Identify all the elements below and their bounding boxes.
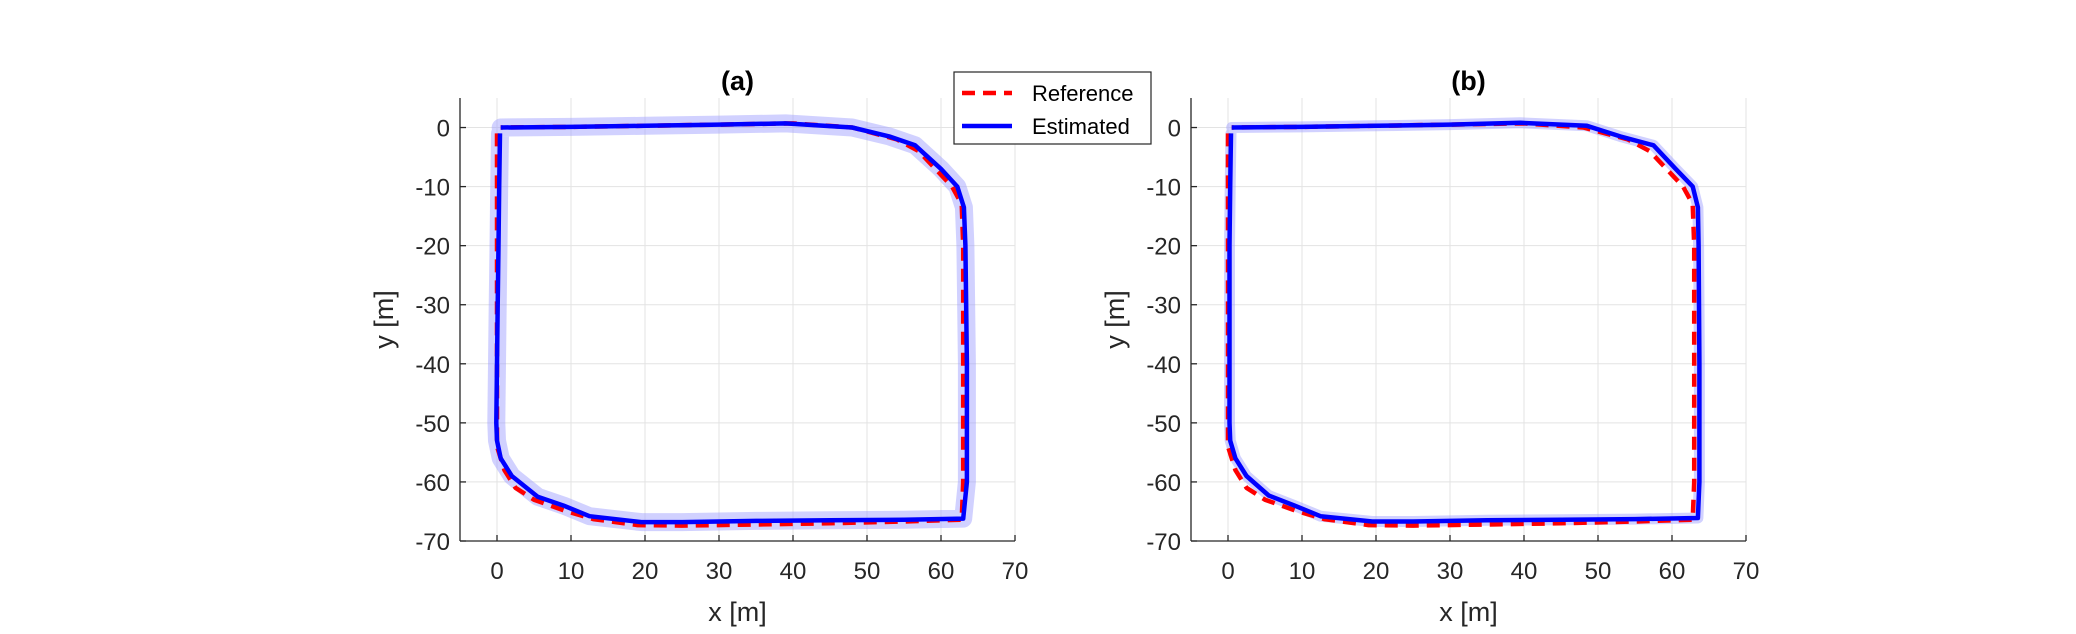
y-tick-label: -20 [415, 234, 450, 261]
x-tick-label: 50 [854, 558, 881, 585]
y-tick-label: -50 [415, 411, 450, 438]
x-tick-label: 30 [1437, 558, 1464, 585]
x-tick-label: 10 [1289, 558, 1316, 585]
y-tick-label: -60 [1146, 470, 1181, 497]
series-reference-b [1225, 121, 1697, 528]
y-tick-label: -10 [1146, 175, 1181, 202]
x-tick-label: 0 [490, 558, 503, 585]
x-tick-label: 30 [706, 558, 733, 585]
y-tick-label: 0 [437, 116, 450, 143]
y-axis-label-b: y [m] [1100, 290, 1130, 349]
y-axis-label-a: y [m] [369, 290, 399, 349]
x-tick-label: 20 [632, 558, 659, 585]
x-tick-label: 10 [558, 558, 585, 585]
y-tick-label: 0 [1168, 116, 1181, 143]
x-tick-label: 60 [928, 558, 955, 585]
y-tick-label: -30 [1146, 293, 1181, 320]
x-tick-label: 50 [1585, 558, 1612, 585]
series-estimated-b [1227, 120, 1702, 524]
panel-b: 0 10 20 30 40 50 60 70 0 -10 -20 -30 -40 -50 -60 -70 x [… [1100, 66, 1759, 627]
x-tick-label: 60 [1659, 558, 1686, 585]
legend-estimated-label: Estimated [1032, 114, 1130, 139]
x-tick-label: 70 [1002, 558, 1029, 585]
y-tick-label: -60 [415, 470, 450, 497]
y-tick-label: -70 [1146, 529, 1181, 556]
x-axis-label-b: x [m] [1439, 597, 1498, 627]
panel-a: 0 10 20 30 40 50 60 70 0 -10 -20 -30 -40 -50 -60 -70 x [… [369, 66, 1028, 627]
x-tick-label: 40 [1511, 558, 1538, 585]
y-tick-label: -30 [415, 293, 450, 320]
x-tick-label: 0 [1221, 558, 1234, 585]
legend-box [953, 71, 1152, 145]
y-tick-label: -40 [1146, 352, 1181, 379]
chart-title-b: (b) [1451, 66, 1485, 96]
series-reference-a [494, 121, 966, 528]
y-tick-label: -70 [415, 529, 450, 556]
x-axis-label-a: x [m] [708, 597, 767, 627]
axes-a: 0 10 20 30 40 50 60 70 0 -10 -20 -30 -40 -50 -60 -70 [415, 98, 1028, 585]
y-tick-label: -40 [415, 352, 450, 379]
x-tick-label: 40 [780, 558, 807, 585]
y-tick-label: -10 [415, 175, 450, 202]
chart-title-a: (a) [721, 66, 754, 96]
x-tick-label: 20 [1363, 558, 1390, 585]
legend: Reference Estimated [953, 71, 1152, 145]
x-tick-label: 70 [1733, 558, 1760, 585]
series-estimated-a [494, 121, 970, 525]
axes-b: 0 10 20 30 40 50 60 70 0 -10 -20 -30 -40 -50 -60 -70 [1146, 98, 1759, 585]
y-tick-label: -50 [1146, 411, 1181, 438]
y-tick-label: -20 [1146, 234, 1181, 261]
legend-reference-label: Reference [1032, 81, 1134, 106]
